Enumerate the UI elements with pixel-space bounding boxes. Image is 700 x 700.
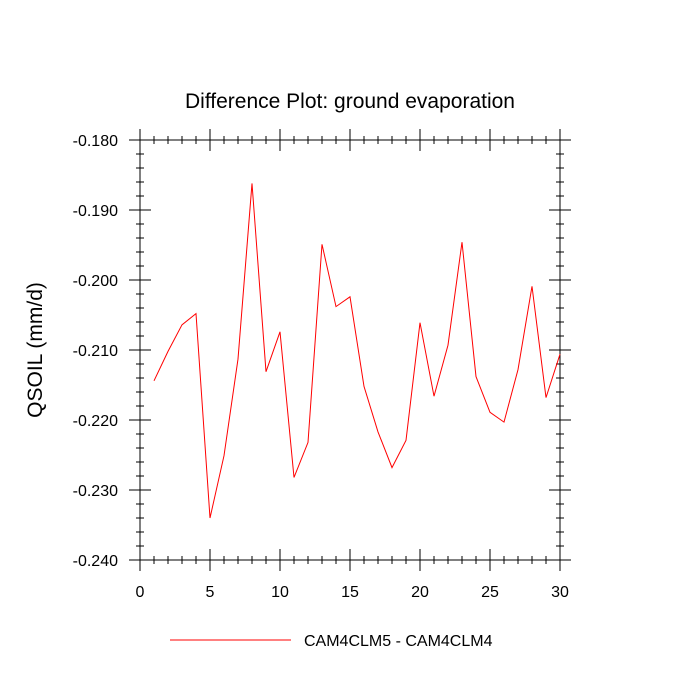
x-tick-label: 0 [136, 584, 145, 601]
x-tick-label: 30 [551, 584, 569, 601]
legend: CAM4CLM5 - CAM4CLM4 [170, 633, 493, 650]
x-tick-labels: 0 5 10 15 20 25 30 [136, 584, 569, 601]
y-tick-label: -0.230 [73, 483, 118, 500]
plot-frame [139, 139, 561, 561]
minor-ticks [136, 136, 564, 564]
x-tick-label: 20 [411, 584, 429, 601]
y-tick-label: -0.200 [73, 273, 118, 290]
x-tick-label: 5 [206, 584, 215, 601]
y-tick-label: -0.210 [73, 343, 118, 360]
y-tick-labels: -0.240 -0.230 -0.220 -0.210 -0.200 -0.190 -0.1… [73, 133, 118, 570]
x-tick-label: 25 [481, 584, 499, 601]
series-line [153, 183, 561, 519]
y-tick-label: -0.220 [73, 413, 118, 430]
y-tick-label: -0.180 [73, 133, 118, 150]
chart-title: Difference Plot: ground evaporation [185, 90, 515, 113]
series-group [153, 183, 561, 519]
y-tick-label: -0.240 [73, 553, 118, 570]
y-tick-label: -0.190 [73, 203, 118, 220]
x-tick-label: 15 [341, 584, 359, 601]
major-ticks [129, 129, 571, 571]
legend-label: CAM4CLM5 - CAM4CLM4 [304, 633, 493, 650]
y-axis-label: QSOIL (mm/d) [24, 282, 47, 418]
x-tick-label: 10 [271, 584, 289, 601]
